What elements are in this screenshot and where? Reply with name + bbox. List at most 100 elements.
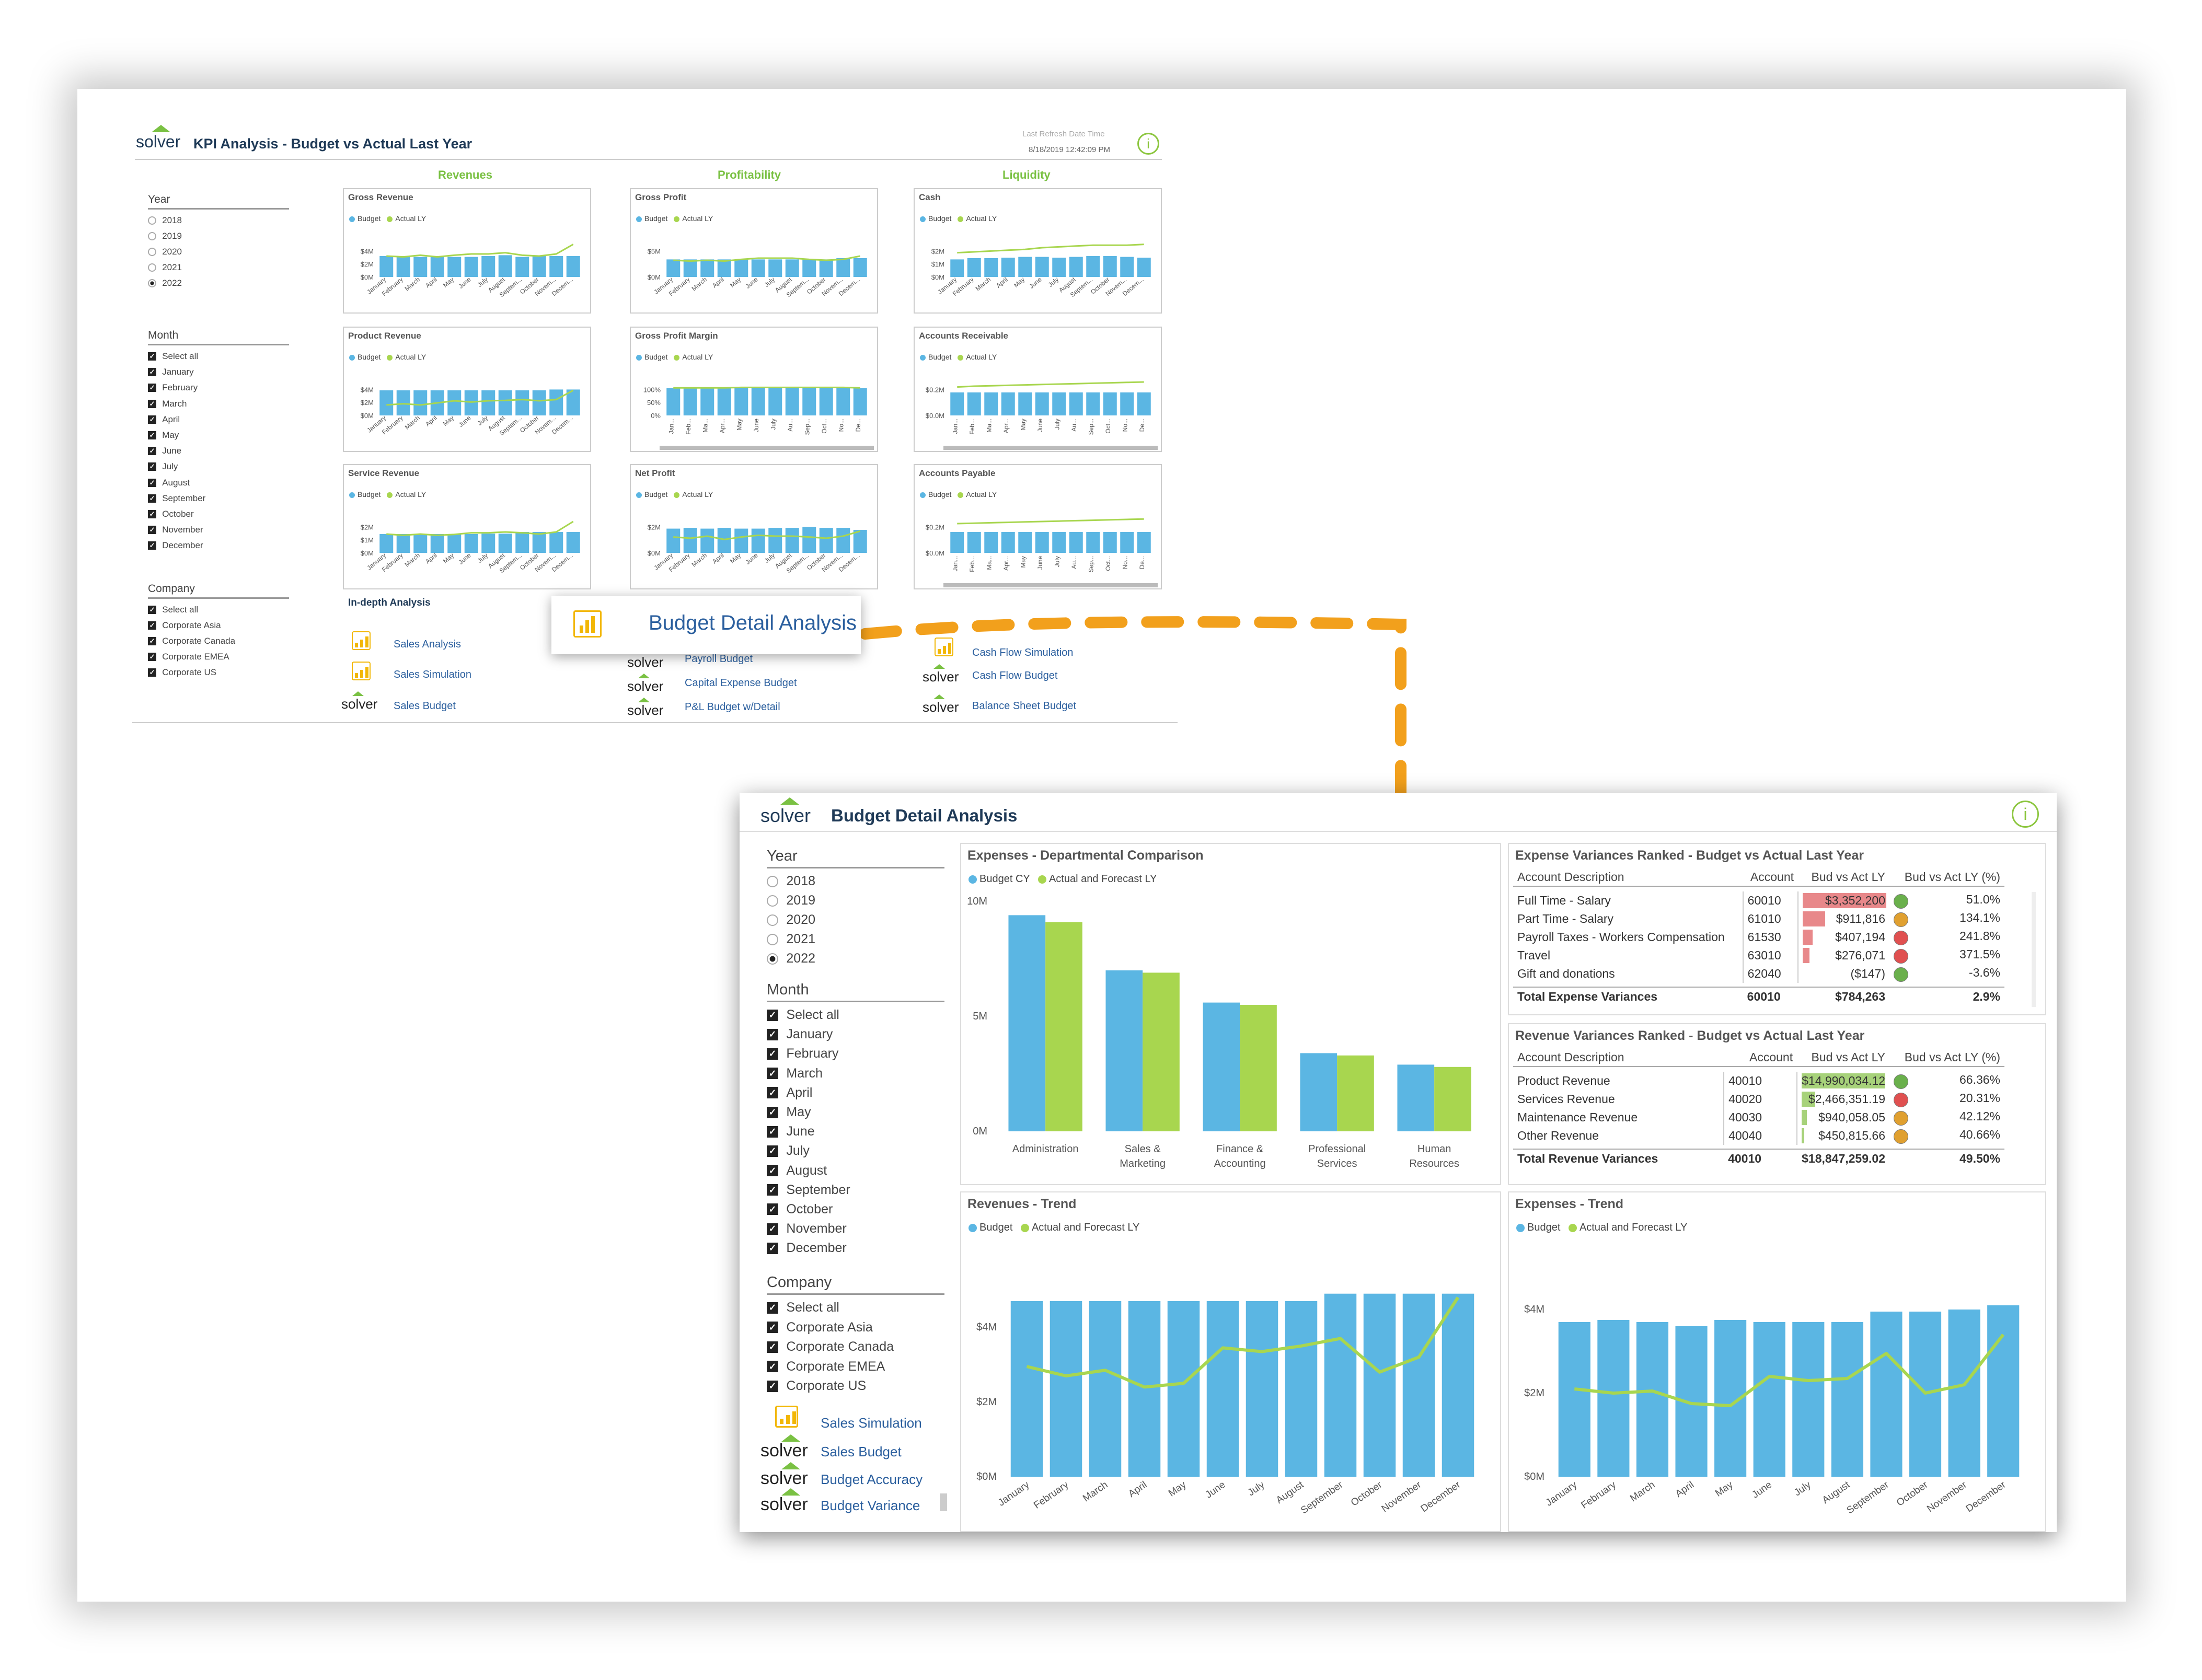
slicer-option-october[interactable]: ✓ October — [148, 506, 289, 522]
slicer-option-2022[interactable]: 2022 — [767, 949, 944, 968]
bar-budget[interactable] — [1753, 1322, 1785, 1477]
slicer-option-2020[interactable]: 2020 — [148, 244, 289, 260]
column-header[interactable]: Bud vs Act LY — [1811, 870, 1885, 884]
bar[interactable] — [1103, 392, 1117, 415]
link-payroll-budget[interactable]: Payroll Budget — [685, 653, 753, 665]
bar[interactable] — [464, 257, 478, 277]
bar[interactable] — [1086, 392, 1100, 415]
budget-detail-analysis-callout[interactable]: Budget Detail Analysis — [551, 596, 861, 654]
table-row[interactable]: Other Revenue 40040 $450,815.66 40.66% — [1513, 1127, 2004, 1145]
bar[interactable] — [819, 388, 833, 415]
slicer-option-july[interactable]: ✓ July — [767, 1141, 944, 1161]
link-capital-expense-budget[interactable]: Capital Expense Budget — [685, 677, 797, 689]
bar[interactable] — [950, 392, 964, 415]
slicer-option-corporate-asia[interactable]: ✓ Corporate Asia — [767, 1318, 944, 1338]
bar[interactable] — [683, 259, 697, 277]
checkbox[interactable]: ✓ — [767, 1165, 778, 1177]
table-scrollbar[interactable] — [2032, 892, 2036, 1007]
checkbox[interactable]: ✓ — [148, 352, 156, 361]
checkbox[interactable]: ✓ — [767, 1087, 778, 1099]
bar[interactable] — [819, 528, 833, 553]
link-balance-sheet-budget[interactable]: Balance Sheet Budget — [972, 700, 1077, 712]
info-icon[interactable]: i — [1137, 133, 1159, 155]
slicer-option-october[interactable]: ✓ October — [767, 1200, 944, 1219]
bar-budget[interactable] — [1442, 1293, 1474, 1477]
bar[interactable] — [836, 258, 850, 277]
bar[interactable] — [984, 392, 998, 415]
bar-actual[interactable] — [1045, 922, 1082, 1131]
bar[interactable] — [984, 532, 998, 553]
slicer-option-2019[interactable]: 2019 — [767, 891, 944, 910]
bar[interactable] — [1120, 532, 1134, 553]
radio-button[interactable] — [148, 263, 156, 272]
column-header[interactable]: Account — [1749, 1050, 1793, 1064]
bar[interactable] — [481, 534, 495, 553]
bar[interactable] — [1137, 532, 1151, 553]
bar[interactable] — [515, 390, 529, 415]
radio-button[interactable] — [767, 933, 778, 945]
kpi-card-net-profit[interactable]: Net Profit Budget Actual LY $2M $0M January Fe… — [630, 464, 878, 589]
slicer-option-2021[interactable]: 2021 — [148, 260, 289, 275]
slicer-option-select-all[interactable]: ✓ Select all — [767, 1005, 944, 1025]
bar[interactable] — [1120, 392, 1134, 415]
slicer-option-2018[interactable]: 2018 — [148, 213, 289, 228]
kpi-card-gross-profit-margin[interactable]: Gross Profit Margin Budget Actual LY 100% 50… — [630, 327, 878, 452]
bar[interactable] — [379, 256, 394, 277]
bar[interactable] — [1001, 532, 1015, 553]
slicer-option-2018[interactable]: 2018 — [767, 872, 944, 891]
checkbox[interactable]: ✓ — [767, 1145, 778, 1157]
bar[interactable] — [950, 259, 964, 277]
bar-actual[interactable] — [1240, 1005, 1277, 1131]
bar-budget[interactable] — [1128, 1301, 1161, 1477]
bar[interactable] — [751, 388, 765, 415]
checkbox[interactable]: ✓ — [767, 1068, 778, 1080]
bar[interactable] — [532, 390, 546, 415]
bar[interactable] — [532, 256, 546, 277]
link-sales-analysis[interactable]: Sales Analysis — [394, 639, 461, 650]
bar[interactable] — [498, 390, 512, 415]
slicer-option-corporate-asia[interactable]: ✓ Corporate Asia — [148, 618, 289, 633]
slicer-option-may[interactable]: ✓ May — [767, 1103, 944, 1122]
slicer-scrollbar[interactable] — [940, 1493, 947, 1511]
scrollbar[interactable] — [943, 446, 1158, 450]
info-icon[interactable]: i — [2012, 801, 2039, 828]
bar[interactable] — [481, 390, 495, 415]
bar[interactable] — [666, 259, 681, 277]
bar[interactable] — [566, 389, 580, 415]
checkbox[interactable]: ✓ — [767, 1028, 778, 1040]
slicer-option-march[interactable]: ✓ March — [767, 1064, 944, 1083]
bar[interactable] — [802, 527, 816, 553]
bar[interactable] — [481, 256, 495, 277]
bar[interactable] — [1069, 532, 1083, 553]
bar[interactable] — [853, 388, 867, 415]
checkbox[interactable]: ✓ — [767, 1341, 778, 1353]
link-budget-accuracy[interactable]: Budget Accuracy — [821, 1472, 923, 1487]
bar[interactable] — [1137, 258, 1151, 277]
bar[interactable] — [853, 258, 867, 277]
bar[interactable] — [549, 256, 563, 277]
bar[interactable] — [1137, 392, 1151, 415]
bar-actual[interactable] — [1434, 1067, 1471, 1131]
checkbox[interactable]: ✓ — [148, 431, 156, 440]
bar[interactable] — [1018, 532, 1032, 553]
checkbox[interactable]: ✓ — [767, 1009, 778, 1021]
bar-budget[interactable] — [1105, 970, 1143, 1131]
table-row[interactable]: Payroll Taxes - Workers Compensation 6153… — [1513, 928, 2004, 946]
slicer-option-december[interactable]: ✓ December — [767, 1238, 944, 1258]
bar-budget[interactable] — [1948, 1310, 1980, 1477]
kpi-card-gross-revenue[interactable]: Gross Revenue Budget Actual LY $4M $2M $0M Jan… — [343, 188, 591, 314]
slicer-option-november[interactable]: ✓ November — [767, 1219, 944, 1238]
bar[interactable] — [1103, 532, 1117, 553]
bar[interactable] — [549, 532, 563, 553]
bar[interactable] — [1035, 257, 1049, 277]
bar-budget[interactable] — [1050, 1301, 1082, 1477]
bar[interactable] — [447, 534, 462, 553]
link-budget-variance[interactable]: Budget Variance — [821, 1498, 920, 1513]
bar[interactable] — [464, 534, 478, 553]
bar[interactable] — [413, 257, 428, 277]
radio-button[interactable] — [767, 953, 778, 965]
bar[interactable] — [666, 388, 681, 415]
bar[interactable] — [1086, 532, 1100, 553]
checkbox[interactable]: ✓ — [767, 1106, 778, 1118]
bar[interactable] — [785, 388, 799, 415]
